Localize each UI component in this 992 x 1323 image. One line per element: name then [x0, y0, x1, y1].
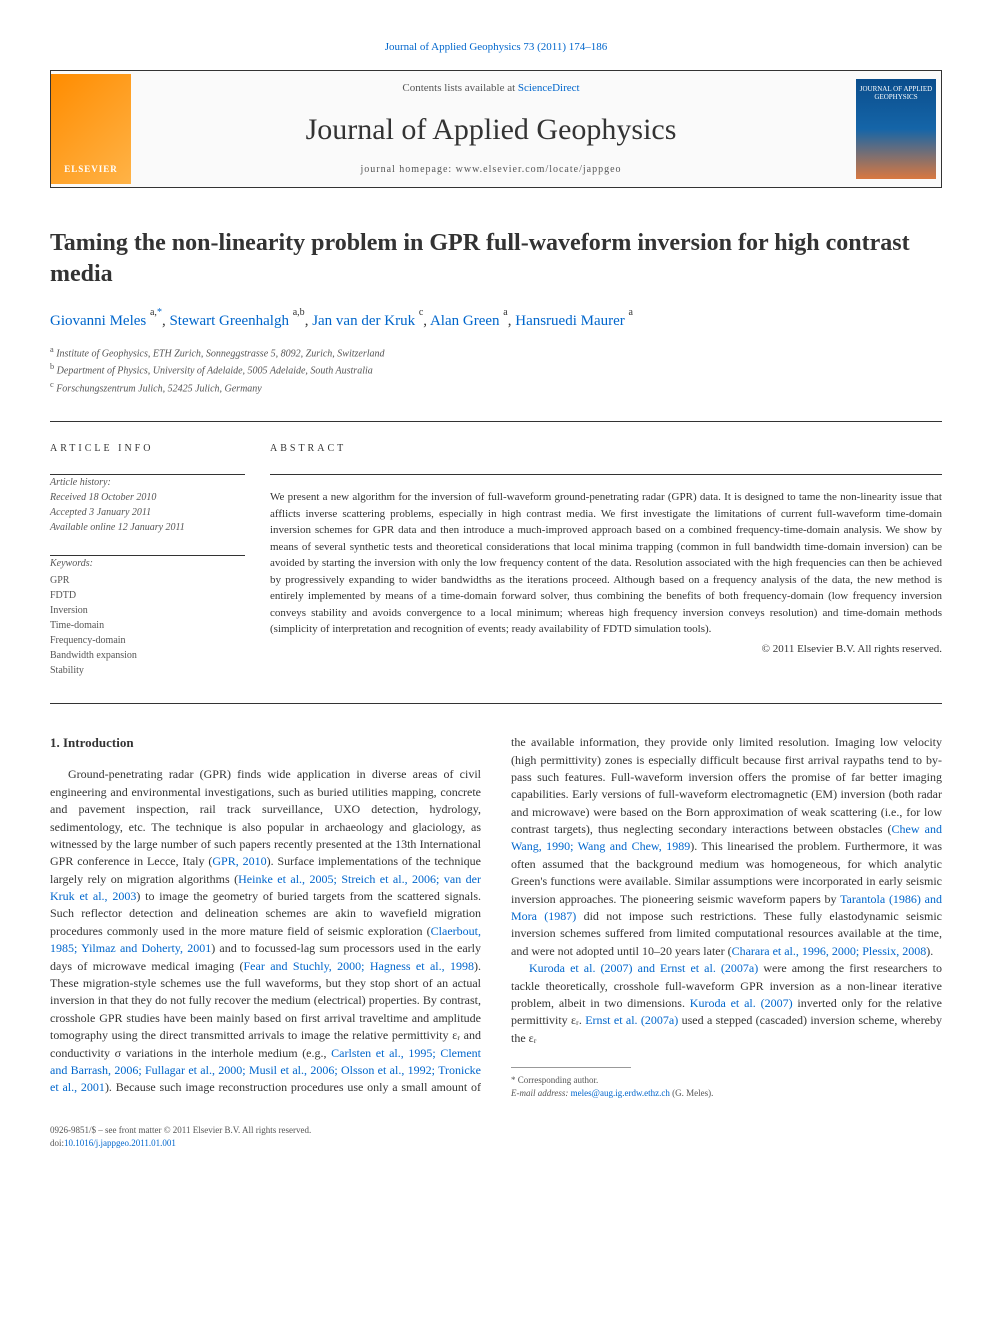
abstract-heading: ABSTRACT	[270, 442, 942, 456]
keyword-6: Stability	[50, 665, 84, 676]
abstract-text: We present a new algorithm for the inver…	[270, 489, 942, 638]
author-aff-2: c	[419, 307, 423, 318]
section-1-heading: 1. Introduction	[50, 734, 481, 752]
author-aff-3: a	[503, 307, 507, 318]
author-link-2[interactable]: Jan van der Kruk	[312, 313, 415, 329]
elsevier-text: ELSEVIER	[64, 163, 118, 176]
author-aff-4: a	[629, 307, 633, 318]
email-link[interactable]: meles@aug.ig.erdw.ethz.ch	[571, 1088, 670, 1098]
contents-list: Contents lists available at ScienceDirec…	[141, 81, 841, 96]
sciencedirect-link[interactable]: ScienceDirect	[518, 82, 580, 94]
ref-ernst2007a[interactable]: Ernst et al. (2007a)	[585, 1013, 678, 1027]
available-date: Available online 12 January 2011	[50, 522, 185, 533]
affiliation-1: Department of Physics, University of Ade…	[57, 366, 373, 377]
info-abstract-row: ARTICLE INFO Article history: Received 1…	[50, 422, 942, 704]
ref-kuroda-ernst[interactable]: Kuroda et al. (2007) and Ernst et al. (2…	[529, 961, 758, 975]
author-link-1[interactable]: Stewart Greenhalgh	[169, 313, 289, 329]
history-label: Article history:	[50, 477, 111, 488]
corresponding-author-note: * Corresponding author.	[511, 1074, 942, 1087]
doi-link[interactable]: 10.1016/j.jappgeo.2011.01.001	[64, 1138, 176, 1148]
article-info: ARTICLE INFO Article history: Received 1…	[50, 442, 270, 678]
author-link-0[interactable]: Giovanni Meles	[50, 313, 146, 329]
cover-label: JOURNAL OF APPLIED GEOPHYSICS	[856, 85, 936, 102]
article-history: Article history: Received 18 October 201…	[50, 475, 245, 535]
header-center: Contents lists available at ScienceDirec…	[131, 71, 851, 186]
intro-para-2: Kuroda et al. (2007) and Ernst et al. (2…	[511, 960, 942, 1047]
article-info-heading: ARTICLE INFO	[50, 442, 245, 456]
journal-title: Journal of Applied Geophysics	[141, 109, 841, 151]
affiliation-0: Institute of Geophysics, ETH Zurich, Son…	[56, 348, 384, 359]
keyword-2: Inversion	[50, 605, 88, 616]
journal-ref-link[interactable]: Journal of Applied Geophysics 73 (2011) …	[385, 41, 608, 53]
keyword-3: Time-domain	[50, 620, 104, 631]
elsevier-logo: ELSEVIER	[51, 74, 131, 184]
ref-gpr2010[interactable]: GPR, 2010	[212, 854, 266, 868]
abstract-copyright: © 2011 Elsevier B.V. All rights reserved…	[270, 642, 942, 657]
keywords-block: Keywords: GPR FDTD Inversion Time-domain…	[50, 556, 245, 678]
contents-prefix: Contents lists available at	[402, 82, 517, 94]
author-aff-0: a,	[150, 307, 157, 318]
body-section: 1. Introduction Ground-penetrating radar…	[50, 734, 942, 1099]
keyword-1: FDTD	[50, 590, 76, 601]
received-date: Received 18 October 2010	[50, 492, 156, 503]
abstract: ABSTRACT We present a new algorithm for …	[270, 442, 942, 678]
issn-line: 0926-9851/$ – see front matter © 2011 El…	[50, 1124, 942, 1137]
ref-kuroda2007[interactable]: Kuroda et al. (2007)	[690, 996, 793, 1010]
footer-info: 0926-9851/$ – see front matter © 2011 El…	[50, 1124, 942, 1149]
authors-line: Giovanni Meles a,*, Stewart Greenhalgh a…	[50, 310, 942, 332]
affiliation-2: Forschungszentrum Julich, 52425 Julich, …	[56, 383, 262, 394]
ref-fear[interactable]: Fear and Stuchly, 2000; Hagness et al., …	[244, 959, 475, 973]
author-link-3[interactable]: Alan Green	[430, 313, 500, 329]
doi-label: doi:	[50, 1138, 64, 1148]
footnote-separator	[511, 1067, 631, 1068]
author-link-4[interactable]: Hansruedi Maurer	[515, 313, 625, 329]
abstract-divider	[270, 474, 942, 475]
keyword-5: Bandwidth expansion	[50, 650, 137, 661]
keywords-label: Keywords:	[50, 556, 245, 571]
journal-cover-thumb: JOURNAL OF APPLIED GEOPHYSICS	[856, 79, 936, 179]
keyword-4: Frequency-domain	[50, 635, 126, 646]
author-aff-1: a,b	[293, 307, 305, 318]
journal-reference: Journal of Applied Geophysics 73 (2011) …	[50, 40, 942, 55]
affiliations: a Institute of Geophysics, ETH Zurich, S…	[50, 344, 942, 396]
email-footnote: E-mail address: meles@aug.ig.erdw.ethz.c…	[511, 1087, 942, 1100]
ref-charara[interactable]: Charara et al., 1996, 2000; Plessix, 200…	[732, 944, 927, 958]
accepted-date: Accepted 3 January 2011	[50, 507, 151, 518]
header-box: ELSEVIER Contents lists available at Sci…	[50, 70, 942, 187]
article-title: Taming the non-linearity problem in GPR …	[50, 228, 942, 290]
corresponding-star[interactable]: *	[157, 313, 162, 329]
journal-homepage: journal homepage: www.elsevier.com/locat…	[141, 163, 841, 177]
keyword-0: GPR	[50, 575, 69, 586]
